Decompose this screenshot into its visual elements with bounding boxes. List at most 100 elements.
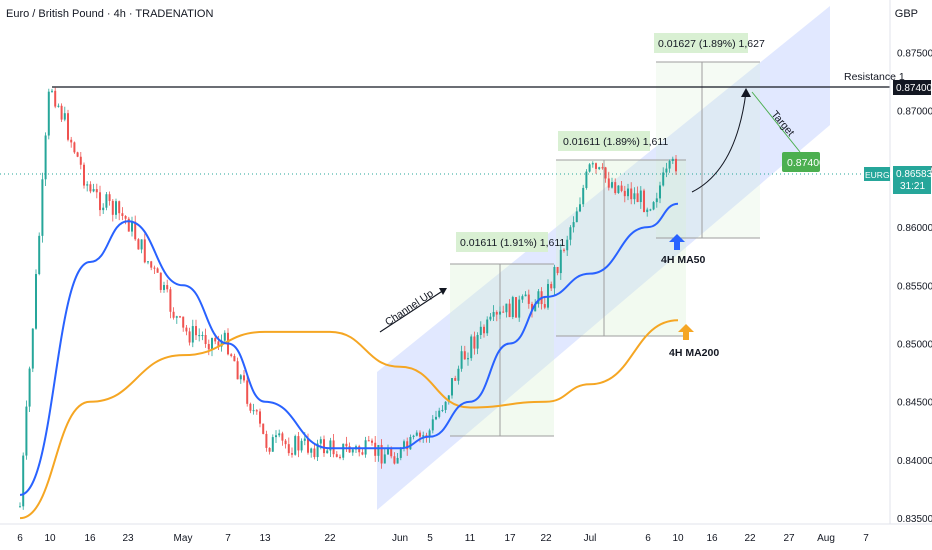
y-tick-label: 0.86000: [897, 223, 932, 234]
current-price: 0.86583: [896, 169, 932, 180]
candle-body: [572, 222, 575, 228]
candle-body: [502, 311, 505, 313]
candle-body: [371, 440, 373, 443]
currency-label: GBP: [894, 8, 918, 20]
x-tick-label: 10: [44, 533, 56, 544]
candle-body: [415, 432, 418, 436]
candle-body: [643, 190, 645, 213]
candle-body: [307, 438, 309, 453]
candle-body: [319, 439, 322, 444]
candle-body: [406, 441, 409, 450]
candle-body: [396, 457, 399, 464]
candle-body: [601, 167, 604, 169]
y-tick-label: 0.83500: [897, 514, 932, 525]
candle-body: [662, 172, 665, 186]
candle-body: [252, 410, 255, 412]
current-symbol-badge: [864, 167, 890, 181]
candle-body: [543, 304, 546, 308]
x-tick-label: 7: [863, 533, 869, 544]
candle-body: [390, 448, 393, 457]
candle-body: [195, 326, 197, 336]
candle-body: [278, 433, 281, 436]
candle-body: [108, 194, 111, 201]
candle-body: [351, 449, 354, 453]
measure-badge-3: [654, 33, 748, 53]
candle-body: [134, 221, 137, 240]
candle-body: [636, 193, 639, 203]
candle-body: [467, 358, 469, 360]
candle-body: [649, 209, 652, 211]
candle-body: [607, 178, 610, 188]
candle-body: [617, 185, 620, 194]
candle-body: [313, 448, 316, 458]
y-tick-label: 0.85000: [897, 340, 932, 351]
candle-body: [575, 211, 578, 223]
candle-body: [566, 239, 569, 251]
x-tick-label: 7: [225, 533, 231, 544]
candle-body: [495, 311, 498, 315]
x-tick-label: 22: [540, 533, 552, 544]
candle-body: [479, 326, 482, 335]
candle-body: [569, 227, 572, 240]
x-tick-label: Aug: [817, 533, 835, 544]
candle-body: [86, 184, 89, 186]
candle-body: [521, 296, 524, 300]
target-badge: [782, 152, 820, 172]
x-tick-label: 10: [672, 533, 684, 544]
candle-body: [559, 249, 562, 274]
candle-body: [588, 164, 591, 172]
candle-body: [422, 435, 425, 437]
channel-up-label: Channel Up: [383, 287, 436, 328]
resistance-value: 0.87400: [896, 83, 932, 94]
candle-body: [73, 142, 76, 153]
x-tick-label: 6: [645, 533, 651, 544]
x-axis[interactable]: 6 10 16 23 May 7 13 22 Jun 5 11 17 22 Jul 6 10 16 22 27 Aug…: [17, 533, 869, 544]
candle-body: [47, 91, 50, 136]
candle-body: [553, 266, 556, 289]
candle-body: [620, 185, 623, 191]
candle-body: [92, 189, 95, 192]
candle-body: [505, 303, 508, 313]
y-tick-label: 0.84500: [897, 398, 932, 409]
candle-body: [297, 436, 300, 451]
candle-body: [665, 168, 668, 173]
candle-body: [399, 447, 402, 458]
candle-body: [473, 336, 476, 349]
candle-body: [236, 361, 239, 380]
candle-body: [201, 335, 204, 337]
candle-body: [316, 443, 319, 458]
y-axis[interactable]: 0.875000.870000.865000.860000.855000.850…: [897, 48, 932, 525]
candle-body: [25, 406, 28, 456]
candle-body: [105, 194, 108, 208]
candle-body: [380, 445, 383, 464]
current-price-badge: [893, 166, 931, 194]
candle-body: [51, 90, 53, 92]
candle-body: [537, 291, 540, 305]
candle-body: [499, 311, 501, 315]
target-value: 0.87400: [787, 157, 825, 169]
candle-body: [35, 274, 37, 329]
candle-body: [172, 311, 175, 318]
candle-body: [668, 160, 671, 169]
candle-body: [262, 423, 265, 434]
ma200-line: [19, 319, 679, 520]
candle-body: [585, 171, 588, 188]
candle-body: [652, 202, 655, 210]
candle-body: [463, 351, 466, 360]
candle-body: [63, 113, 66, 120]
candle-body: [275, 435, 277, 438]
candle-body: [579, 204, 581, 212]
candle-body: [268, 447, 271, 452]
candle-body: [83, 164, 85, 186]
candle-body: [486, 319, 489, 334]
candle-body: [339, 456, 341, 458]
candle-body: [239, 375, 242, 380]
candle-body: [438, 410, 441, 417]
candle-body: [127, 218, 130, 232]
candle-body: [409, 437, 412, 450]
candle-body: [393, 456, 396, 464]
candle-body: [271, 437, 274, 452]
channel-up-arrowhead: [439, 288, 447, 295]
candle-body: [403, 441, 405, 448]
